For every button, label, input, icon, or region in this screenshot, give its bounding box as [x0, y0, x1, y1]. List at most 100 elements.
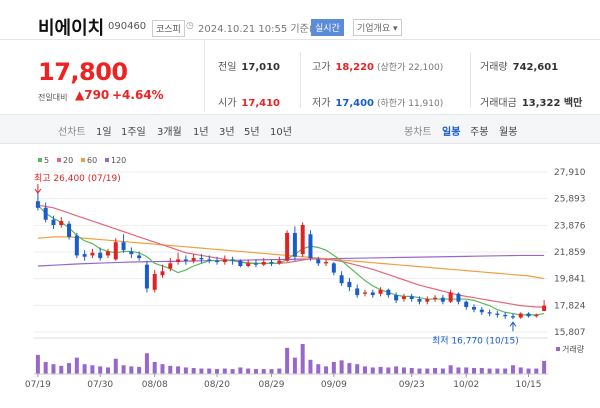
- legend-swatch: [57, 158, 61, 162]
- candle-body: [183, 259, 188, 261]
- volume-bar: [394, 366, 399, 374]
- candle-body: [316, 259, 321, 264]
- candle-body: [440, 297, 445, 302]
- ma60-line: [37, 236, 545, 280]
- y-tick-label: 21,859: [554, 248, 586, 258]
- change-amount: ▲790: [75, 88, 110, 102]
- tab-period-1w[interactable]: 1주일: [121, 127, 146, 138]
- x-tick-label: 08/08: [142, 380, 168, 390]
- volume-label: 거래량: [562, 344, 585, 354]
- volume-bar: [448, 365, 453, 374]
- volume-bar: [144, 353, 149, 374]
- tab-daily[interactable]: 일봉: [442, 127, 461, 138]
- volume-legend-swatch: [556, 347, 560, 351]
- volume-bar: [425, 368, 430, 374]
- volume-bar: [168, 365, 173, 374]
- volume-bar: [82, 364, 87, 374]
- volume-bar: [160, 364, 165, 374]
- candle-body: [43, 207, 48, 220]
- candle-body: [308, 234, 313, 259]
- volume-bar: [121, 365, 126, 374]
- volume-bar: [51, 364, 56, 374]
- candle-body: [160, 271, 165, 276]
- tab-weekly[interactable]: 주봉: [470, 127, 489, 138]
- stat-high: 고가 18,220 (상한가 22,100): [312, 58, 443, 73]
- stat-volume: 거래량 742,601: [480, 58, 558, 73]
- candle-body: [495, 313, 500, 315]
- candle-body: [409, 296, 414, 300]
- volume-bar: [199, 368, 204, 374]
- tab-period-1y[interactable]: 1년: [193, 127, 209, 138]
- low-annotation: 최저 16,770 (10/15): [432, 335, 519, 346]
- stat-value: 18,220: [335, 62, 374, 73]
- candle-body: [199, 258, 204, 260]
- tab-period-3m[interactable]: 3개월: [157, 127, 182, 138]
- stat-low: 저가 17,400 (하한가 11,910): [312, 94, 443, 109]
- volume-bar: [456, 367, 461, 374]
- candle-body: [362, 292, 367, 294]
- volume-bar: [113, 358, 118, 374]
- legend-swatch: [105, 158, 109, 162]
- stock-name: 비에이치: [38, 18, 105, 39]
- volume-bar: [90, 365, 95, 374]
- x-tick-label: 07/30: [87, 380, 113, 390]
- candle-body: [324, 262, 329, 264]
- volume-bar: [176, 366, 181, 374]
- realtime-button[interactable]: 실시간: [311, 19, 344, 36]
- stat-label: 전일: [218, 62, 237, 73]
- stat-label: 시가: [218, 98, 237, 109]
- divider: [470, 52, 471, 108]
- candle-body: [339, 275, 344, 284]
- candle-body: [215, 260, 220, 263]
- stock-header: 비에이치 090460 코스피 ◷ 2024.10.21 10:55 기준(장중…: [0, 0, 600, 40]
- candle-body: [394, 295, 399, 301]
- low-arrow: [509, 321, 517, 332]
- candle-body: [472, 306, 477, 310]
- y-tick-label: 25,893: [554, 195, 586, 205]
- stat-label: 고가: [312, 62, 331, 73]
- volume-bar: [292, 357, 297, 374]
- tab-period-5y[interactable]: 5년: [244, 127, 260, 138]
- stat-amount: 거래대금 13,322 백만: [480, 94, 582, 109]
- volume-bar: [433, 368, 438, 374]
- tab-monthly[interactable]: 월봉: [499, 127, 518, 138]
- tab-period-3y[interactable]: 3년: [219, 127, 235, 138]
- volume-bar: [479, 368, 484, 374]
- volume-bar: [105, 367, 110, 374]
- legend-label: 20: [63, 156, 73, 165]
- tab-line-chart[interactable]: 선차트: [58, 127, 86, 138]
- candle-body: [370, 292, 375, 296]
- stat-label: 저가: [312, 98, 331, 109]
- volume-bar: [331, 362, 336, 374]
- stat-sub: (상한가 22,100): [377, 63, 444, 73]
- volume-bar: [308, 359, 313, 374]
- stock-chart[interactable]: 5 20 60 120 27,910 25,893 23,876 21,859 19,841 1…: [0, 148, 600, 408]
- company-info-dropdown[interactable]: 기업개요 ▾: [353, 19, 402, 36]
- volume-bar: [386, 367, 391, 374]
- volume-bar: [207, 368, 212, 374]
- tab-period-1d[interactable]: 1일: [96, 127, 112, 138]
- volume-bar: [495, 368, 500, 374]
- candle-body: [534, 314, 539, 317]
- y-tick-label: 17,824: [554, 301, 586, 311]
- stat-prev-close: 전일 17,010: [218, 58, 280, 73]
- candle-body: [300, 225, 305, 255]
- tab-period-10y[interactable]: 10년: [270, 127, 292, 138]
- candle-body: [331, 263, 336, 273]
- y-tick-label: 27,910: [554, 168, 586, 178]
- volume-bar: [277, 368, 282, 374]
- tab-candle-chart[interactable]: 봉차트: [404, 127, 432, 138]
- candle-body: [238, 260, 243, 266]
- legend-swatch: [38, 158, 42, 162]
- candle-body: [355, 288, 360, 296]
- annotations: 최고 26,400 (07/19) 최저 16,770 (10/15): [34, 173, 519, 346]
- candles: [35, 191, 547, 320]
- candle-body: [448, 292, 453, 302]
- volume-bar: [43, 362, 48, 374]
- stat-value: 17,410: [241, 98, 280, 109]
- candle-body: [487, 312, 492, 314]
- volume-bar: [409, 368, 414, 374]
- volume-bar: [35, 354, 40, 374]
- volume-bar: [542, 360, 547, 374]
- volume-bar: [510, 365, 515, 374]
